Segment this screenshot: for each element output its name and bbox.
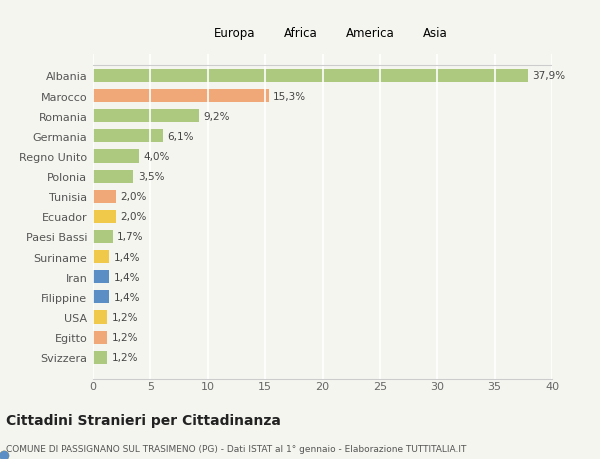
Bar — [93, 230, 113, 243]
Bar — [93, 331, 107, 344]
Text: 1,4%: 1,4% — [113, 292, 140, 302]
Bar — [93, 291, 109, 304]
Bar — [93, 70, 528, 83]
Text: 1,4%: 1,4% — [113, 272, 140, 282]
Legend: Europa, Africa, America, Asia: Europa, Africa, America, Asia — [193, 22, 452, 45]
Text: 1,2%: 1,2% — [112, 332, 138, 342]
Bar — [93, 90, 269, 103]
Text: 2,0%: 2,0% — [121, 212, 147, 222]
Text: 3,5%: 3,5% — [138, 172, 164, 182]
Text: 37,9%: 37,9% — [532, 71, 566, 81]
Bar — [93, 170, 133, 183]
Bar — [93, 251, 109, 263]
Bar — [93, 351, 107, 364]
Bar — [93, 311, 107, 324]
Bar — [93, 110, 199, 123]
Bar — [93, 150, 139, 163]
Text: 9,2%: 9,2% — [203, 112, 230, 122]
Text: COMUNE DI PASSIGNANO SUL TRASIMENO (PG) - Dati ISTAT al 1° gennaio - Elaborazion: COMUNE DI PASSIGNANO SUL TRASIMENO (PG) … — [6, 444, 466, 453]
Bar — [93, 190, 116, 203]
Text: 1,7%: 1,7% — [117, 232, 143, 242]
Text: 2,0%: 2,0% — [121, 192, 147, 202]
Text: 1,2%: 1,2% — [112, 353, 138, 363]
Bar — [93, 210, 116, 224]
Bar — [93, 130, 163, 143]
Text: 15,3%: 15,3% — [273, 91, 306, 101]
Bar — [93, 271, 109, 284]
Text: 4,0%: 4,0% — [143, 151, 170, 162]
Text: 1,2%: 1,2% — [112, 312, 138, 322]
Text: 6,1%: 6,1% — [167, 132, 194, 141]
Text: 1,4%: 1,4% — [113, 252, 140, 262]
Text: Cittadini Stranieri per Cittadinanza: Cittadini Stranieri per Cittadinanza — [6, 414, 281, 428]
